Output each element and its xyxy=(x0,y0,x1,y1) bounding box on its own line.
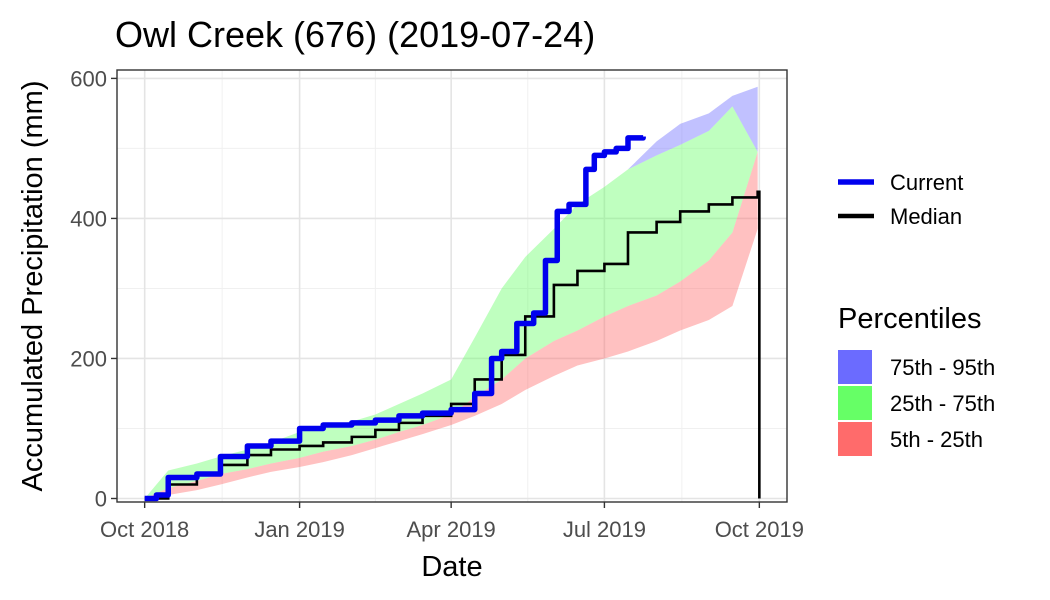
legend-swatch xyxy=(838,386,872,420)
plot-border xyxy=(116,69,788,503)
legend: Current Median Percentiles 75th - 95th 25th … xyxy=(838,170,995,456)
y-axis-title: Accumulated Precipitation (mm) xyxy=(17,81,49,492)
y-tick-label: 0 xyxy=(95,486,107,511)
x-axis: Oct 2018 Jan 2019 Apr 2019 Jul 2019 Oct 2019 xyxy=(100,502,804,542)
band-25th-75th xyxy=(144,106,758,499)
legend-band-label: 5th - 25th xyxy=(890,427,983,452)
chart-title: Owl Creek (676) (2019-07-24) xyxy=(115,14,595,55)
major-grid xyxy=(117,70,787,502)
series-lines xyxy=(144,135,761,502)
y-tick-label: 200 xyxy=(70,346,107,371)
legend-swatch xyxy=(838,422,872,456)
legend-percentiles-title: Percentiles xyxy=(838,303,981,335)
x-tick-label: Oct 2018 xyxy=(100,517,189,542)
x-tick-label: Apr 2019 xyxy=(407,517,496,542)
y-tick-label: 600 xyxy=(70,66,107,91)
legend-label-current: Current xyxy=(890,170,963,195)
x-tick-label: Jan 2019 xyxy=(254,517,345,542)
x-tick-label: Oct 2019 xyxy=(715,517,804,542)
percentile-bands xyxy=(144,86,758,499)
current-line xyxy=(144,135,646,502)
minor-grid xyxy=(117,70,787,502)
x-axis-title: Date xyxy=(421,551,482,583)
band-75th-95th xyxy=(144,86,758,499)
band-5th-25th xyxy=(144,151,758,499)
legend-band-label: 25th - 75th xyxy=(890,391,995,416)
y-axis: 0 200 400 600 xyxy=(70,66,117,511)
plot-panel xyxy=(117,70,787,502)
legend-swatch xyxy=(838,350,872,384)
legend-band-label: 75th - 95th xyxy=(890,355,995,380)
y-tick-label: 400 xyxy=(70,206,107,231)
x-tick-label: Jul 2019 xyxy=(563,517,646,542)
legend-label-median: Median xyxy=(890,204,962,229)
